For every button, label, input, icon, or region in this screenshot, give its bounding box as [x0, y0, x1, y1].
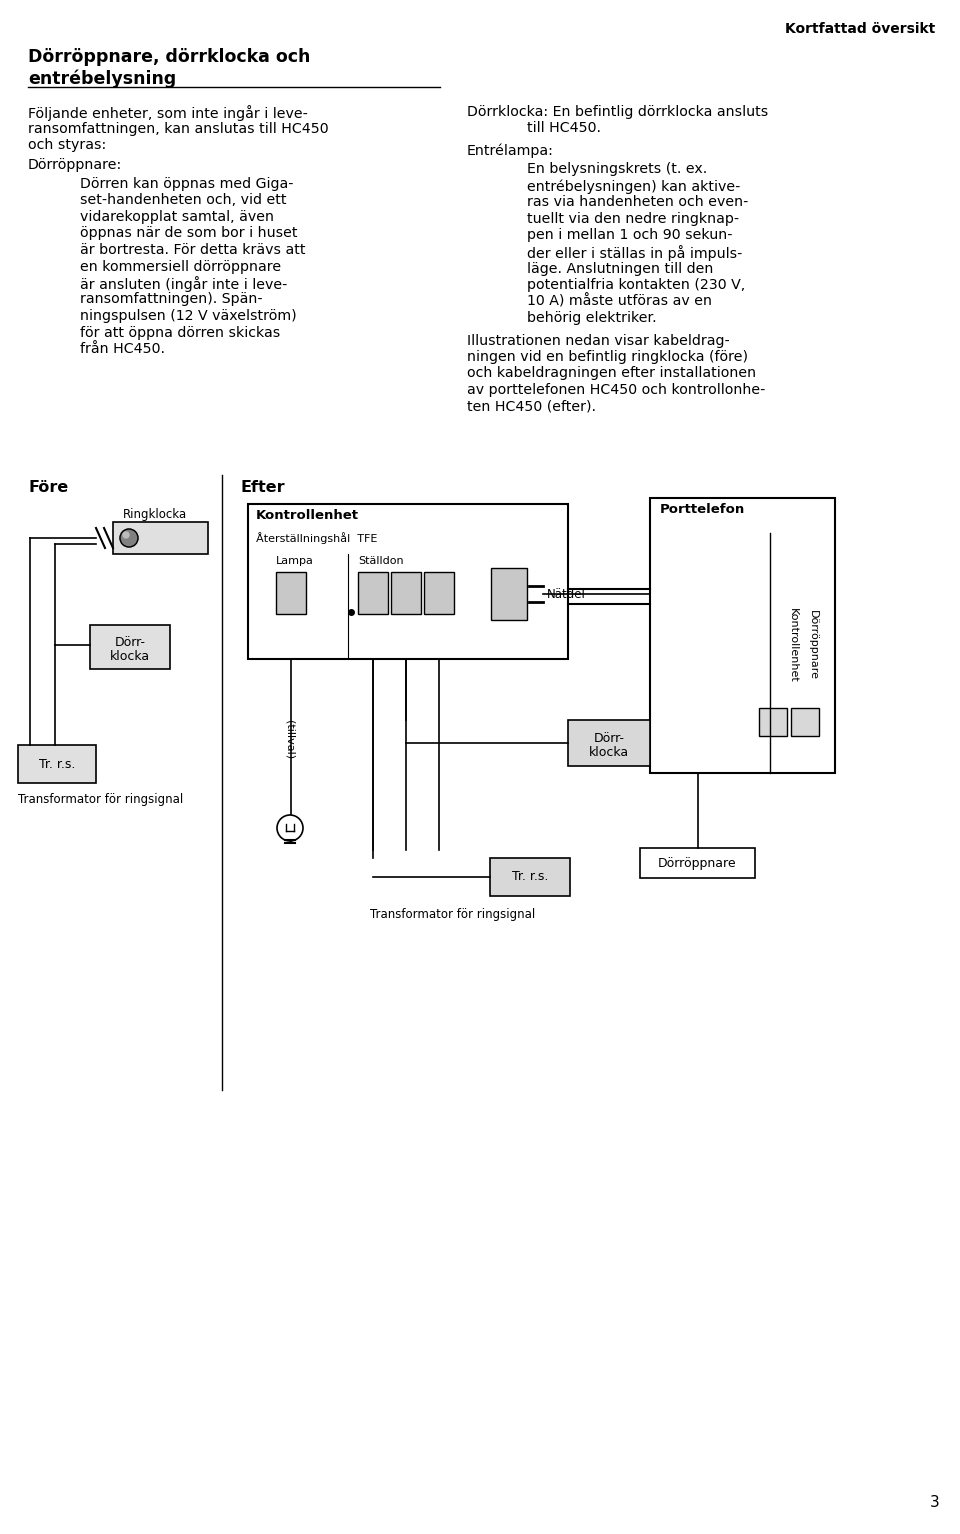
Text: 3: 3	[930, 1496, 940, 1509]
FancyBboxPatch shape	[18, 746, 96, 782]
FancyBboxPatch shape	[424, 572, 454, 614]
Text: vidarekopplat samtal, även: vidarekopplat samtal, även	[80, 210, 274, 224]
Circle shape	[277, 815, 303, 841]
Text: Entrélampa:: Entrélampa:	[467, 144, 554, 158]
Text: Transformator för ringsignal: Transformator för ringsignal	[18, 793, 183, 805]
Text: från HC450.: från HC450.	[80, 342, 165, 356]
FancyBboxPatch shape	[490, 858, 570, 896]
Text: en kommersiell dörröppnare: en kommersiell dörröppnare	[80, 259, 281, 273]
Text: Återställningshål  TFE: Återställningshål TFE	[256, 532, 377, 545]
Text: öppnas när de som bor i huset: öppnas när de som bor i huset	[80, 227, 298, 241]
FancyBboxPatch shape	[358, 572, 388, 614]
Text: set-handenheten och, vid ett: set-handenheten och, vid ett	[80, 193, 286, 207]
FancyBboxPatch shape	[640, 848, 755, 877]
Text: är ansluten (ingår inte i leve-: är ansluten (ingår inte i leve-	[80, 276, 287, 291]
Text: Dörröppnare:: Dörröppnare:	[28, 158, 122, 172]
Text: pen i mellan 1 och 90 sekun-: pen i mellan 1 och 90 sekun-	[527, 229, 732, 242]
Text: der eller i ställas in på impuls-: der eller i ställas in på impuls-	[527, 245, 742, 261]
FancyBboxPatch shape	[276, 572, 306, 614]
FancyBboxPatch shape	[248, 505, 568, 660]
Text: Ringklocka: Ringklocka	[123, 508, 187, 522]
FancyBboxPatch shape	[113, 522, 208, 554]
Text: och kabeldragningen efter installationen: och kabeldragningen efter installationen	[467, 367, 756, 380]
Text: Dörr-: Dörr-	[114, 635, 146, 649]
Text: Dörr-: Dörr-	[593, 732, 625, 744]
Circle shape	[120, 529, 138, 548]
Text: Kontrollenhet: Kontrollenhet	[256, 509, 359, 522]
Text: och styras:: och styras:	[28, 138, 107, 152]
Text: Dörröppnare: Dörröppnare	[808, 611, 818, 681]
Text: Nätdel: Nätdel	[547, 588, 586, 600]
Text: Efter: Efter	[240, 480, 284, 495]
FancyBboxPatch shape	[491, 568, 527, 620]
FancyBboxPatch shape	[791, 709, 819, 736]
Text: Dörröppnare: Dörröppnare	[659, 856, 737, 870]
Text: Dörren kan öppnas med Giga-: Dörren kan öppnas med Giga-	[80, 176, 294, 192]
Text: Tr. r.s.: Tr. r.s.	[512, 870, 548, 884]
Text: Porttelefon: Porttelefon	[660, 503, 745, 515]
Text: till HC450.: till HC450.	[527, 121, 601, 135]
Text: entrébelysningen) kan aktive-: entrébelysningen) kan aktive-	[527, 179, 740, 193]
Text: Dörrklocka: En befintlig dörrklocka ansluts: Dörrklocka: En befintlig dörrklocka ansl…	[467, 104, 768, 120]
FancyBboxPatch shape	[90, 624, 170, 669]
Text: entrébelysning: entrébelysning	[28, 71, 177, 89]
Text: 10 A) måste utföras av en: 10 A) måste utföras av en	[527, 295, 712, 308]
Text: tuellt via den nedre ringknap-: tuellt via den nedre ringknap-	[527, 212, 739, 225]
Text: för att öppna dörren skickas: för att öppna dörren skickas	[80, 325, 280, 339]
FancyBboxPatch shape	[391, 572, 421, 614]
Text: behörig elektriker.: behörig elektriker.	[527, 311, 657, 325]
FancyBboxPatch shape	[759, 709, 787, 736]
Text: Tr. r.s.: Tr. r.s.	[38, 758, 75, 770]
Circle shape	[123, 532, 129, 538]
Text: ningspulsen (12 V växelström): ningspulsen (12 V växelström)	[80, 308, 297, 324]
Text: ras via handenheten och even-: ras via handenheten och even-	[527, 195, 749, 210]
Text: (tillval): (tillval)	[285, 721, 295, 759]
Text: ransomfattningen). Spän-: ransomfattningen). Spän-	[80, 293, 263, 307]
Text: ransomfattningen, kan anslutas till HC450: ransomfattningen, kan anslutas till HC45…	[28, 121, 328, 135]
Text: Transformator för ringsignal: Transformator för ringsignal	[370, 908, 536, 920]
Text: klocka: klocka	[110, 649, 150, 663]
Text: Följande enheter, som inte ingår i leve-: Följande enheter, som inte ingår i leve-	[28, 104, 308, 121]
Text: Dörröppnare, dörrklocka och: Dörröppnare, dörrklocka och	[28, 48, 310, 66]
Text: Ställdon: Ställdon	[358, 555, 403, 566]
Text: Illustrationen nedan visar kabeldrag-: Illustrationen nedan visar kabeldrag-	[467, 333, 730, 348]
Text: läge. Anslutningen till den: läge. Anslutningen till den	[527, 261, 713, 276]
Text: Lampa: Lampa	[276, 555, 314, 566]
Text: ningen vid en befintlig ringklocka (före): ningen vid en befintlig ringklocka (före…	[467, 350, 748, 364]
Text: ten HC450 (efter).: ten HC450 (efter).	[467, 399, 596, 414]
Text: av porttelefonen HC450 och kontrollonhe-: av porttelefonen HC450 och kontrollonhe-	[467, 384, 765, 397]
Text: En belysningskrets (t. ex.: En belysningskrets (t. ex.	[527, 163, 708, 176]
Text: klocka: klocka	[588, 746, 629, 758]
Text: Kortfattad översikt: Kortfattad översikt	[784, 21, 935, 35]
FancyBboxPatch shape	[568, 719, 650, 765]
Text: är bortresta. För detta krävs att: är bortresta. För detta krävs att	[80, 242, 305, 258]
Text: Kontrollenhet: Kontrollenhet	[788, 607, 798, 683]
Text: potentialfria kontakten (230 V,: potentialfria kontakten (230 V,	[527, 278, 745, 291]
Text: Före: Före	[28, 480, 68, 495]
FancyBboxPatch shape	[650, 499, 835, 773]
